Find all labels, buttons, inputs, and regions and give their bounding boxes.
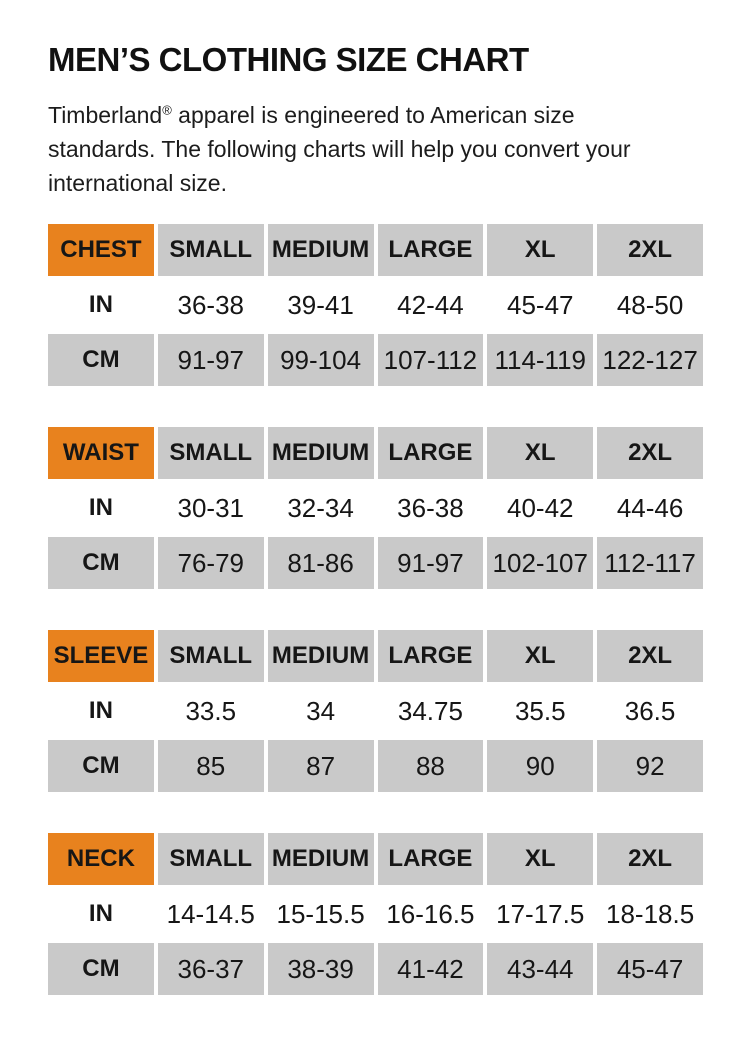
col-header-medium: MEDIUM: [267, 630, 374, 682]
value-cell: 36-38: [177, 289, 244, 320]
col-header-medium: MEDIUM: [267, 427, 374, 479]
value-cell: 48-50: [616, 289, 684, 320]
value-cell: 88: [377, 740, 484, 792]
value-cell: 30-31: [177, 492, 244, 523]
value-cell: 90: [487, 740, 594, 792]
value-cell: 35.5: [514, 695, 566, 726]
col-header-large: LARGE: [377, 833, 484, 885]
row-label-cm: CM: [48, 334, 154, 386]
size-table-waist: WAIST SMALL MEDIUM LARGE XL 2XL IN 30-31…: [48, 427, 703, 589]
value-cell: 92: [597, 740, 703, 792]
size-table-chest: CHEST SMALL MEDIUM LARGE XL 2XL IN 36-38…: [48, 224, 703, 386]
col-header-medium: MEDIUM: [267, 224, 374, 276]
value-cell: 44-46: [616, 492, 684, 523]
col-header-2xl: 2XL: [597, 833, 703, 885]
col-header-large: LARGE: [377, 630, 484, 682]
value-cell: 15-15.5: [276, 898, 365, 929]
row-label-cm: CM: [48, 740, 154, 792]
registered-mark: ®: [162, 102, 172, 118]
value-cell: 112-117: [597, 537, 703, 589]
size-table-sleeve: SLEEVE SMALL MEDIUM LARGE XL 2XL IN 33.5…: [48, 630, 703, 792]
col-header-large: LARGE: [377, 427, 484, 479]
value-cell: 36.5: [624, 695, 676, 726]
row-label-cm: CM: [48, 943, 154, 995]
col-header-2xl: 2XL: [597, 224, 703, 276]
value-cell: 43-44: [487, 943, 594, 995]
table-category-sleeve: SLEEVE: [48, 630, 154, 682]
value-cell: 32-34: [287, 492, 354, 523]
table-category-neck: NECK: [48, 833, 154, 885]
col-header-xl: XL: [487, 224, 594, 276]
row-label-in: IN: [88, 900, 113, 927]
col-header-xl: XL: [487, 630, 594, 682]
value-cell: 45-47: [597, 943, 703, 995]
value-cell: 91-97: [157, 334, 264, 386]
value-cell: 34: [306, 695, 336, 726]
size-chart-page: MEN’S CLOTHING SIZE CHART Timberland® ap…: [48, 41, 703, 995]
table-category-waist: WAIST: [48, 427, 154, 479]
value-cell: 41-42: [377, 943, 484, 995]
intro-line-1: Timberland® apparel is engineered to Ame…: [48, 98, 703, 132]
value-cell: 102-107: [487, 537, 594, 589]
value-cell: 38-39: [267, 943, 374, 995]
value-cell: 34.75: [397, 695, 463, 726]
value-cell: 36-38: [397, 492, 464, 523]
value-cell: 122-127: [597, 334, 703, 386]
value-cell: 42-44: [397, 289, 464, 320]
col-header-small: SMALL: [157, 224, 264, 276]
intro-line-2: standards. The following charts will hel…: [48, 136, 631, 162]
col-header-small: SMALL: [157, 630, 264, 682]
value-cell: 45-47: [506, 289, 574, 320]
value-cell: 14-14.5: [166, 898, 255, 929]
col-header-xl: XL: [487, 427, 594, 479]
size-table-neck: NECK SMALL MEDIUM LARGE XL 2XL IN 14-14.…: [48, 833, 703, 995]
value-cell: 107-112: [377, 334, 484, 386]
value-cell: 76-79: [157, 537, 264, 589]
value-cell: 85: [157, 740, 264, 792]
brand-name: Timberland: [48, 102, 163, 128]
value-cell: 18-18.5: [605, 898, 695, 929]
row-label-in: IN: [88, 697, 113, 724]
col-header-xl: XL: [487, 833, 594, 885]
value-cell: 16-16.5: [386, 898, 475, 929]
value-cell: 33.5: [185, 695, 237, 726]
value-cell: 87: [267, 740, 374, 792]
col-header-large: LARGE: [377, 224, 484, 276]
row-label-cm: CM: [48, 537, 154, 589]
value-cell: 17-17.5: [496, 898, 585, 929]
table-category-chest: CHEST: [48, 224, 154, 276]
value-cell: 99-104: [267, 334, 374, 386]
value-cell: 81-86: [267, 537, 374, 589]
page-title: MEN’S CLOTHING SIZE CHART: [48, 41, 529, 78]
value-cell: 39-41: [287, 289, 354, 320]
col-header-small: SMALL: [157, 833, 264, 885]
row-label-in: IN: [88, 494, 113, 521]
col-header-2xl: 2XL: [597, 427, 703, 479]
row-label-in: IN: [88, 291, 113, 318]
col-header-2xl: 2XL: [597, 630, 703, 682]
value-cell: 36-37: [157, 943, 264, 995]
intro-line-3: international size.: [48, 170, 227, 196]
value-cell: 91-97: [377, 537, 484, 589]
value-cell: 114-119: [487, 334, 594, 386]
intro-text: Timberland® apparel is engineered to Ame…: [48, 98, 703, 200]
col-header-small: SMALL: [157, 427, 264, 479]
intro-line-1-rest: apparel is engineered to American size: [171, 102, 575, 128]
value-cell: 40-42: [506, 492, 574, 523]
col-header-medium: MEDIUM: [267, 833, 374, 885]
